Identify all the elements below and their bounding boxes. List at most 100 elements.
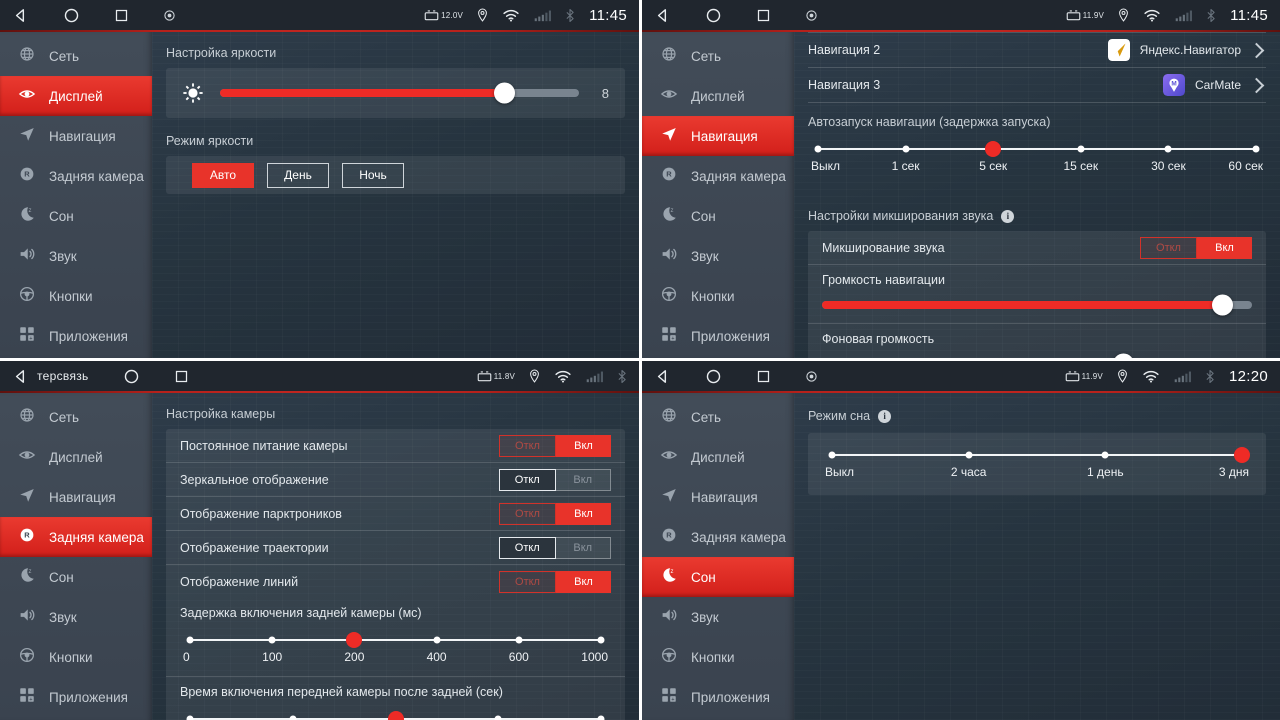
stepper-stop[interactable] bbox=[494, 715, 502, 720]
back-button[interactable] bbox=[12, 7, 29, 24]
sidebar-item-steering-wheel[interactable]: Кнопки bbox=[0, 276, 152, 316]
stepper-stop[interactable] bbox=[902, 145, 910, 153]
sidebar-item-steering-wheel[interactable]: Кнопки bbox=[0, 637, 152, 677]
sidebar-item-sound[interactable]: Звук bbox=[0, 597, 152, 637]
sidebar-item-steering-wheel[interactable]: Кнопки bbox=[642, 276, 794, 316]
brightness-slider[interactable] bbox=[220, 82, 579, 104]
sidebar-item-sleep[interactable]: z Сон bbox=[642, 196, 794, 236]
sidebar-item-apps[interactable]: + Приложения bbox=[642, 316, 794, 356]
sidebar-item-globe[interactable]: Сеть bbox=[642, 397, 794, 437]
stepper-stop[interactable] bbox=[965, 451, 973, 459]
recents-button[interactable] bbox=[756, 369, 771, 384]
stepper-stop[interactable] bbox=[186, 636, 194, 644]
toggle-off-option[interactable]: Откл bbox=[499, 502, 556, 525]
recents-button[interactable] bbox=[174, 369, 189, 384]
back-button[interactable] bbox=[654, 368, 671, 385]
stepper-stop[interactable] bbox=[1101, 451, 1109, 459]
sidebar-item-rear-camera[interactable]: R Задняя камера bbox=[642, 517, 794, 557]
stepper-stop-label: 1000 bbox=[581, 650, 608, 664]
stepper-stop[interactable] bbox=[387, 711, 404, 720]
nav-volume-slider[interactable] bbox=[822, 294, 1252, 316]
sidebar-item-globe[interactable]: Сеть bbox=[0, 36, 152, 76]
sidebar-item-apps[interactable]: + Приложения bbox=[0, 677, 152, 717]
toggle-off-option[interactable]: Откл bbox=[1140, 236, 1197, 259]
sidebar-item-display[interactable]: Дисплей bbox=[642, 437, 794, 477]
recents-button[interactable] bbox=[114, 8, 129, 23]
slider-knob[interactable] bbox=[1211, 294, 1233, 316]
stepper-stop[interactable] bbox=[1252, 145, 1260, 153]
sidebar-item-sound[interactable]: Звук bbox=[0, 236, 152, 276]
sidebar-item-sleep[interactable]: z Сон bbox=[0, 196, 152, 236]
sidebar-item-display[interactable]: Дисплей bbox=[0, 76, 152, 116]
info-icon[interactable] bbox=[1001, 209, 1015, 223]
sidebar-item-navigation[interactable]: Навигация bbox=[0, 116, 152, 156]
sidebar-item-sound[interactable]: Звук bbox=[642, 236, 794, 276]
stepper-stop[interactable] bbox=[1077, 145, 1085, 153]
stepper-stop[interactable] bbox=[814, 145, 822, 153]
sidebar-item-display[interactable]: Дисплей bbox=[642, 76, 794, 116]
stepper-stop[interactable] bbox=[597, 636, 605, 644]
on-off-toggle[interactable]: Откл Вкл bbox=[499, 570, 611, 593]
sidebar-item-globe[interactable]: Сеть bbox=[642, 36, 794, 76]
stepper-stop[interactable] bbox=[186, 715, 194, 720]
mode-button-day[interactable]: День bbox=[267, 162, 329, 188]
stepper-stop[interactable] bbox=[1164, 145, 1172, 153]
sidebar-item-navigation[interactable]: Навигация bbox=[0, 477, 152, 517]
toggle-on-option[interactable]: Вкл bbox=[556, 502, 611, 525]
home-button[interactable] bbox=[123, 368, 140, 385]
sidebar-item-rear-camera[interactable]: R Задняя камера bbox=[0, 517, 152, 557]
sidebar-item-rear-camera[interactable]: R Задняя камера bbox=[642, 156, 794, 196]
sidebar-item-sleep[interactable]: z Сон bbox=[642, 557, 794, 597]
sidebar-item-steering-wheel[interactable]: Кнопки bbox=[642, 637, 794, 677]
mode-button-night[interactable]: Ночь bbox=[342, 162, 404, 188]
on-off-toggle[interactable]: Откл Вкл bbox=[499, 502, 611, 525]
toggle-off-option[interactable]: Откл bbox=[499, 570, 556, 593]
nav2-row[interactable]: Навигация 2 Яндекс.Навигатор bbox=[808, 33, 1266, 68]
stepper-stop[interactable] bbox=[268, 636, 276, 644]
sidebar-item-sound[interactable]: Звук bbox=[642, 597, 794, 637]
nav3-row[interactable]: Навигация 3 M CarMate bbox=[808, 68, 1266, 103]
sidebar-item-sleep[interactable]: z Сон bbox=[0, 557, 152, 597]
back-button[interactable] bbox=[654, 7, 671, 24]
slider-knob[interactable] bbox=[493, 82, 515, 104]
camera-delay-stepper[interactable]: 0 100 200 400 600 1000 bbox=[180, 630, 611, 670]
toggle-off-option[interactable]: Откл bbox=[499, 536, 556, 559]
toggle-on-option[interactable]: Вкл bbox=[555, 536, 611, 559]
toggle-on-option[interactable]: Вкл bbox=[1197, 236, 1252, 259]
home-button[interactable] bbox=[705, 368, 722, 385]
toggle-on-option[interactable]: Вкл bbox=[556, 434, 611, 457]
info-icon[interactable] bbox=[878, 409, 892, 423]
toggle-off-option[interactable]: Откл bbox=[499, 468, 556, 491]
sidebar-item-navigation[interactable]: Навигация bbox=[642, 116, 794, 156]
recents-button[interactable] bbox=[756, 8, 771, 23]
mode-button-auto[interactable]: Авто bbox=[192, 162, 254, 188]
home-button[interactable] bbox=[705, 7, 722, 24]
front-camera-stepper[interactable]: Выкл10152060 bbox=[180, 709, 611, 720]
stepper-stop[interactable] bbox=[985, 141, 1002, 157]
stepper-stop[interactable] bbox=[1234, 447, 1250, 463]
stepper-stop[interactable] bbox=[346, 632, 363, 648]
stepper-stop[interactable] bbox=[289, 715, 297, 720]
stepper-stop[interactable] bbox=[828, 451, 836, 459]
sidebar-item-navigation[interactable]: Навигация bbox=[642, 477, 794, 517]
on-off-toggle[interactable]: Откл Вкл bbox=[499, 434, 611, 457]
sidebar-item-apps[interactable]: + Приложения bbox=[0, 316, 152, 356]
stepper-stop[interactable] bbox=[597, 715, 605, 720]
sidebar-item-globe[interactable]: Сеть bbox=[0, 397, 152, 437]
sleep-stepper[interactable]: Выкл 2 часа 1 день 3 дня bbox=[822, 445, 1252, 485]
on-off-toggle[interactable]: Откл Вкл bbox=[499, 468, 611, 491]
stepper-stop[interactable] bbox=[515, 636, 523, 644]
slider-knob[interactable] bbox=[1113, 353, 1134, 358]
sidebar-item-rear-camera[interactable]: R Задняя камера bbox=[0, 156, 152, 196]
back-button[interactable] bbox=[12, 368, 29, 385]
on-off-toggle[interactable]: Откл Вкл bbox=[499, 536, 611, 559]
sidebar-item-display[interactable]: Дисплей bbox=[0, 437, 152, 477]
sidebar-item-apps[interactable]: + Приложения bbox=[642, 677, 794, 717]
stepper-stop[interactable] bbox=[433, 636, 441, 644]
autostart-stepper[interactable]: Выкл 1 сек 5 сек 15 сек 30 сек 60 сек bbox=[808, 139, 1266, 179]
home-button[interactable] bbox=[63, 7, 80, 24]
toggle-off-option[interactable]: Откл bbox=[499, 434, 556, 457]
toggle-on-option[interactable]: Вкл bbox=[555, 468, 611, 491]
toggle-on-option[interactable]: Вкл bbox=[556, 570, 611, 593]
on-off-toggle[interactable]: Откл Вкл bbox=[1140, 236, 1252, 259]
